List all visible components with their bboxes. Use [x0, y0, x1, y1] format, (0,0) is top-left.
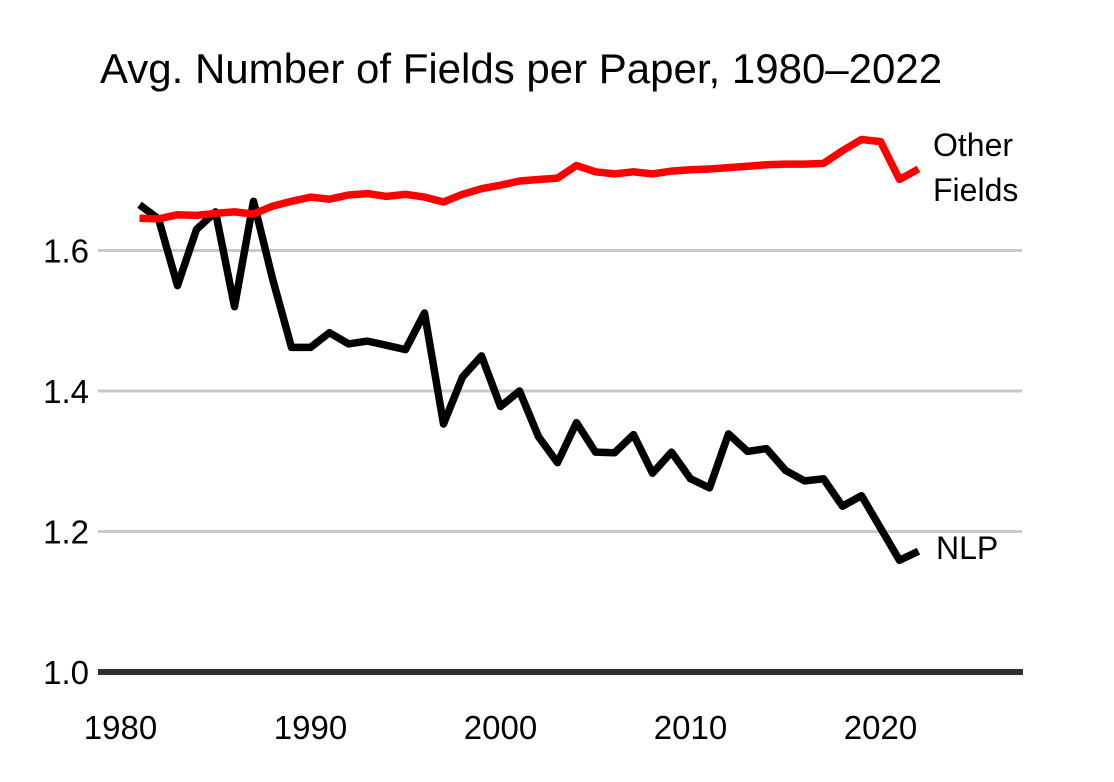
- x-tick-label-2020: 2020: [844, 709, 917, 746]
- chart-title: Avg. Number of Fields per Paper, 1980–20…: [100, 45, 943, 92]
- nlp-series-label: NLP: [936, 530, 999, 566]
- x-tick-label-1980: 1980: [84, 709, 157, 746]
- gridlines-layer: [98, 249, 1023, 675]
- y-tick-label-1.2: 1.2: [43, 514, 89, 551]
- series-layer: [137, 135, 921, 565]
- x-tick-label-2010: 2010: [654, 709, 727, 746]
- other-fields-line: [139, 135, 921, 223]
- other-fields-label-line-2: Fields: [933, 172, 1019, 208]
- x-tick-label-1990: 1990: [274, 709, 347, 746]
- nlp-line: [137, 197, 921, 565]
- other-fields-series-label: Other Fields: [933, 123, 1018, 213]
- y-tick-label-1.6: 1.6: [43, 233, 89, 270]
- y-tick-label-1.4: 1.4: [43, 373, 89, 410]
- axis-ticks-layer: 1.0 1.2 1.4 1.6 1980 1990 2000 2010 2020: [43, 233, 917, 747]
- other-fields-label-line-1: Other: [933, 127, 1014, 163]
- y-tick-label-1.0: 1.0: [43, 654, 89, 691]
- x-tick-label-2000: 2000: [464, 709, 537, 746]
